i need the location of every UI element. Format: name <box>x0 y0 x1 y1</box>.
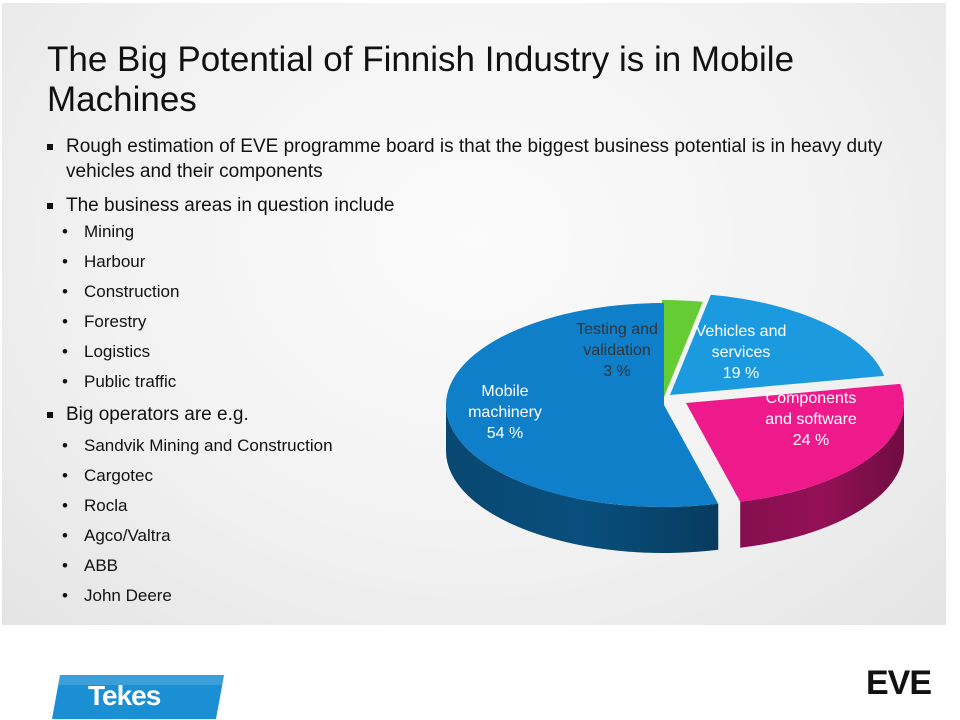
bullet-business-potential: Rough estimation of EVE programme board … <box>47 134 886 184</box>
pie-labels: Testing and validation 3 % Vehicles and serv… <box>468 321 857 449</box>
dot-bullet-icon: • <box>62 466 68 485</box>
dot-bullet-icon: • <box>62 586 68 605</box>
pie-slice-label: Testing and validation 3 % <box>576 321 658 380</box>
operator-item: • Rocla <box>62 496 128 515</box>
square-bullet-icon <box>47 203 53 209</box>
dot-bullet-icon: • <box>62 496 68 515</box>
business-area-item: • Mining <box>62 222 135 241</box>
dot-bullet-icon: • <box>62 282 68 301</box>
business-area-item: • Construction <box>62 282 180 301</box>
dot-bullet-icon: • <box>62 222 68 241</box>
dot-bullet-icon: • <box>62 312 68 331</box>
operator-item: • Agco/Valtra <box>62 526 171 545</box>
bullet-business-areas: The business areas in question include <box>47 193 886 218</box>
bullet-big-operators: Big operators are e.g. <box>47 402 886 427</box>
operator-item: • Cargotec <box>62 466 153 485</box>
pie-slice-label: Mobile machinery 54 % <box>468 383 542 442</box>
pie-slice <box>445 303 719 508</box>
business-area-item: • Harbour <box>62 252 146 271</box>
operator-item: • John Deere <box>62 586 172 605</box>
bullet-text: Rough estimation of EVE programme board … <box>66 136 883 182</box>
pie-sides <box>446 403 904 553</box>
square-bullet-icon <box>47 144 53 150</box>
pie-slice <box>662 300 703 402</box>
dot-bullet-icon: • <box>62 556 68 575</box>
business-area-item: • Logistics <box>62 342 151 361</box>
tekes-logo-icon <box>52 675 224 719</box>
dot-bullet-icon: • <box>62 436 68 455</box>
bullet-text: Big operators are e.g. <box>66 404 249 425</box>
business-area-item: • Forestry <box>62 312 147 331</box>
slide-title: The Big Potential of Finnish Industry is… <box>47 40 795 119</box>
dot-bullet-icon: • <box>62 526 68 545</box>
business-area-item: • Public traffic <box>62 372 177 391</box>
square-bullet-icon <box>47 412 53 418</box>
dot-bullet-icon: • <box>62 252 68 271</box>
eve-logo: EVE <box>866 664 932 702</box>
pie-slice-label: Vehicles and services 19 % <box>696 323 787 382</box>
dot-bullet-icon: • <box>62 372 68 391</box>
operator-item: • ABB <box>62 556 119 575</box>
operator-item: • Sandvik Mining and Construction <box>62 436 333 455</box>
pie-slice-label: Components and software 24 % <box>765 390 857 449</box>
tekes-logo: Tekes <box>88 680 161 711</box>
bullet-text: The business areas in question include <box>66 195 395 216</box>
pie-slice <box>686 383 904 502</box>
pie-slice-side-shade <box>446 405 719 553</box>
pie-slice-side-shade <box>740 403 904 548</box>
pie-slice <box>670 294 885 395</box>
pie-tops <box>445 294 904 508</box>
dot-bullet-icon: • <box>62 342 68 361</box>
